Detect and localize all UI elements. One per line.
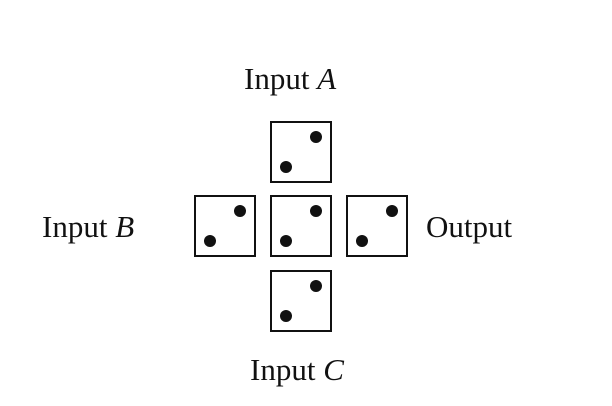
input-c-word: Input bbox=[250, 352, 316, 387]
input-b-var: B bbox=[115, 209, 135, 244]
dot-bottom-left bbox=[356, 235, 368, 247]
dot-top-right bbox=[310, 205, 322, 217]
input-c-label: Input C bbox=[250, 354, 344, 385]
dot-top-right bbox=[310, 131, 322, 143]
input-a-word: Input bbox=[244, 61, 310, 96]
dot-bottom-left bbox=[204, 235, 216, 247]
cell-center bbox=[270, 195, 332, 257]
dot-bottom-left bbox=[280, 161, 292, 173]
output-label: Output bbox=[426, 209, 513, 244]
input-a-var: A bbox=[317, 61, 337, 96]
input-b-word: Input bbox=[42, 209, 108, 244]
dot-top-right bbox=[386, 205, 398, 217]
dot-bottom-left bbox=[280, 310, 292, 322]
dot-top-right bbox=[310, 280, 322, 292]
input-a-label: Input A bbox=[244, 63, 336, 94]
input-b-label: Input B bbox=[42, 211, 134, 242]
dot-top-right bbox=[234, 205, 246, 217]
dot-bottom-left bbox=[280, 235, 292, 247]
cell-input-a bbox=[270, 121, 332, 183]
cell-input-b bbox=[194, 195, 256, 257]
cell-input-c bbox=[270, 270, 332, 332]
cell-output bbox=[346, 195, 408, 257]
input-c-var: C bbox=[323, 352, 344, 387]
